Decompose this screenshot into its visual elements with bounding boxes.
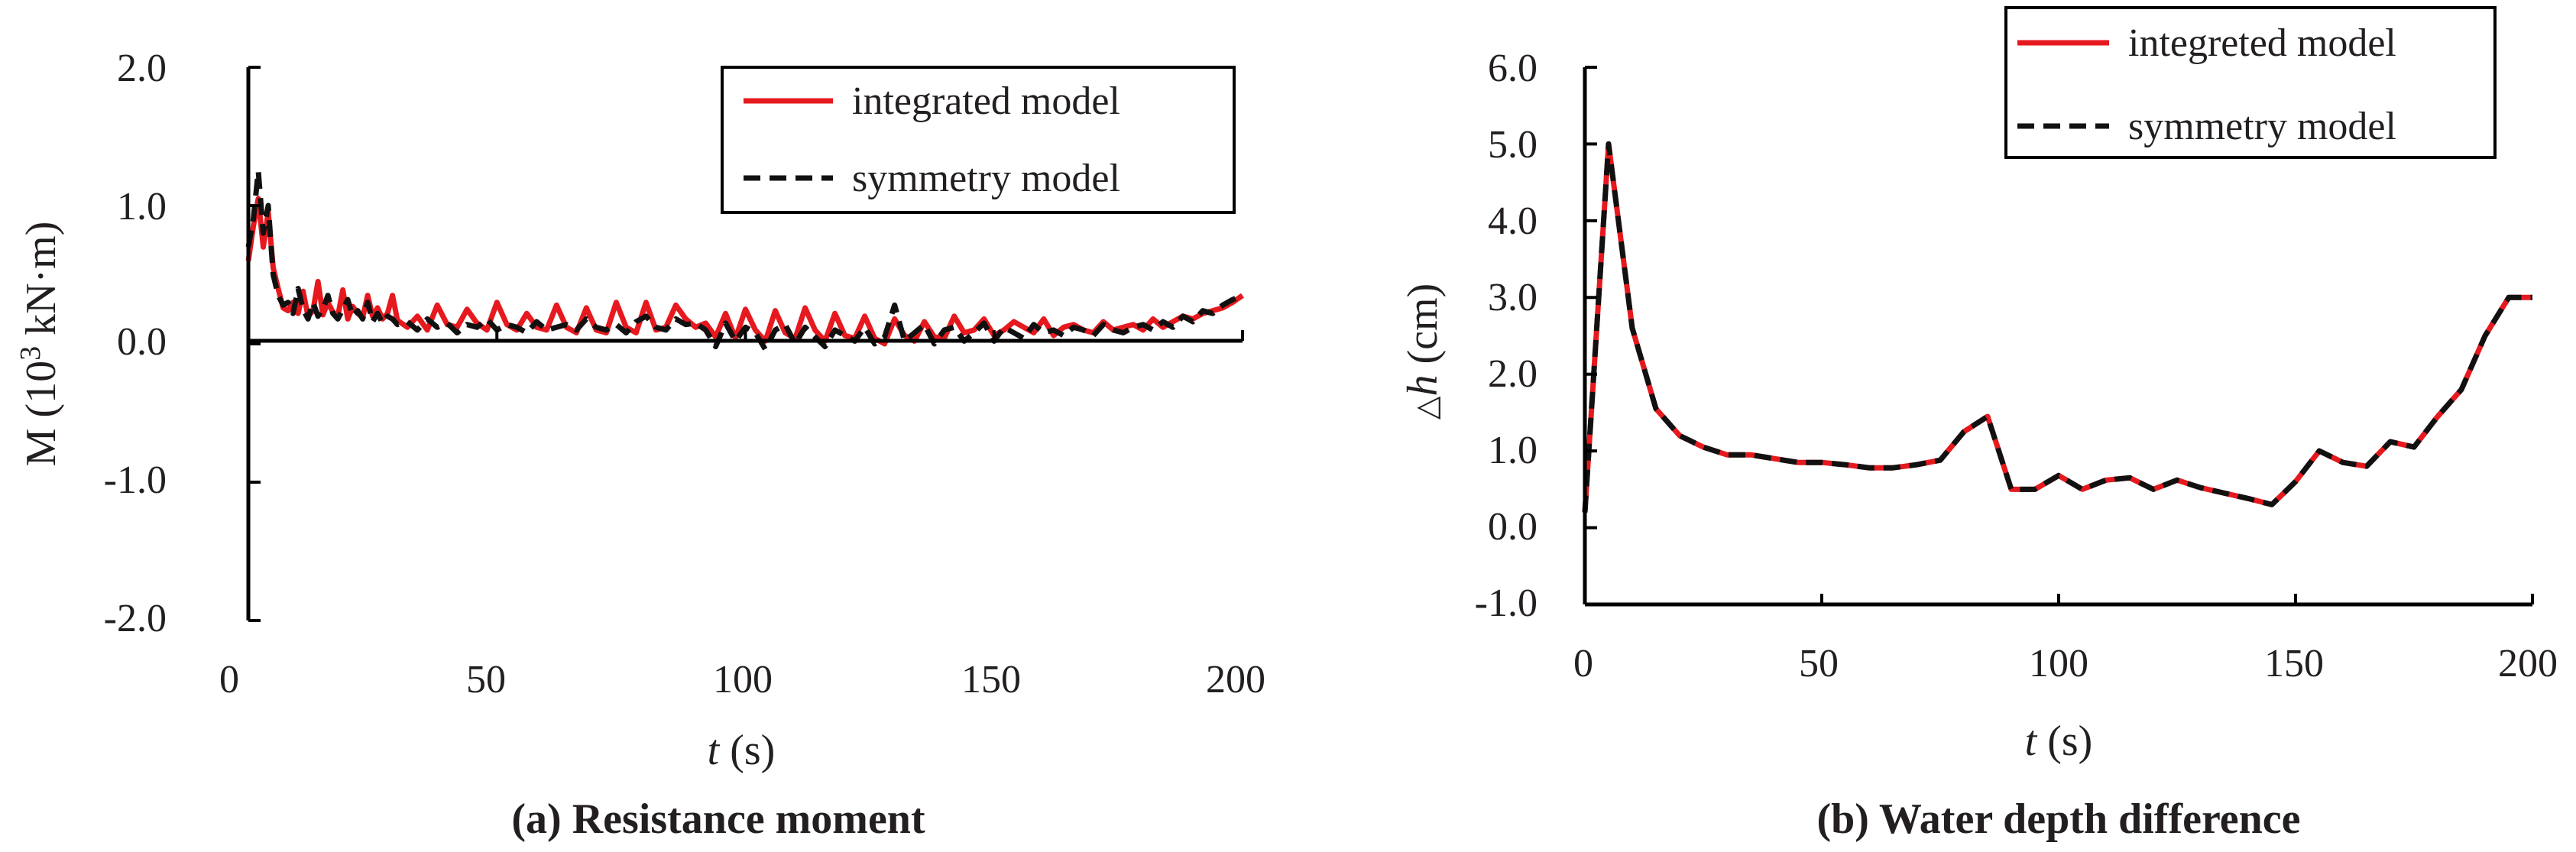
panel-a-legend-box <box>721 66 1236 214</box>
panel-b-xlabel: t (s) <box>2025 718 2093 765</box>
panel-a-ytick-label: 1.0 <box>117 185 167 228</box>
panel-a-xtick-label: 0 <box>219 658 239 701</box>
panel-a-ylabel: M (103 kN·m) <box>15 222 65 467</box>
panel-b-ytick-label: 5.0 <box>1488 123 1537 167</box>
panel-a-ytick-label: 2.0 <box>117 47 167 90</box>
panel-a-legend-label-symmetry: symmetry model <box>852 157 1120 200</box>
panel-b-xtick-label: 150 <box>2264 642 2324 685</box>
panel-b-series-symmetry-line <box>1582 141 2532 513</box>
panel-a-xlabel: t (s) <box>708 727 776 774</box>
panel-b-xtick-label: 50 <box>1799 642 1839 685</box>
panel-a-plot-area <box>245 168 1245 352</box>
panel-a-legend-label-integrated: integrated model <box>852 79 1120 123</box>
panel-b-ytick-label: 0.0 <box>1488 505 1537 549</box>
panel-a-ytick-label: -2.0 <box>104 597 167 640</box>
panel-b-xtick-label: 200 <box>2498 642 2558 685</box>
panel-b-caption: (b) Water depth difference <box>1816 795 2300 843</box>
panel-b-xtick-label: 0 <box>1573 642 1593 685</box>
panel-b-ytick-label: 6.0 <box>1488 47 1537 90</box>
panel-b-ytick-label: 2.0 <box>1488 352 1537 396</box>
panel-a-caption: (a) Resistance moment <box>511 795 925 843</box>
panel-a-xtick-label: 50 <box>466 658 506 701</box>
panel-b-ytick-label: -1.0 <box>1475 581 1537 625</box>
panel-b-legend-label-integrated: integreted model <box>2128 21 2396 65</box>
panel-b-legend-box <box>2004 6 2497 159</box>
panel-b: 6.0 5.0 4.0 3.0 2.0 1.0 0.0 -1.0 0 50 10… <box>1399 6 2558 843</box>
panel-b-ytick-label: 4.0 <box>1488 199 1537 243</box>
panel-a: 2.0 1.0 0.0 -1.0 -2.0 0 50 100 150 200 M… <box>15 47 1265 843</box>
panel-b-xtick-label: 100 <box>2029 642 2088 685</box>
panel-a-ticks <box>247 66 1244 622</box>
panel-a-xtick-label: 100 <box>713 658 773 701</box>
panel-a-series-symmetry-line <box>245 168 1244 352</box>
panel-a-ytick-label: 0.0 <box>117 320 167 364</box>
panel-b-series-integrated-line <box>1582 141 2532 513</box>
panel-a-legend: integrated model symmetry model <box>721 66 1236 214</box>
panel-b-legend: integreted model symmetry model <box>2004 6 2497 159</box>
panel-b-ytick-label: 3.0 <box>1488 276 1537 319</box>
panel-b-plot-area <box>1582 141 2532 513</box>
panel-b-legend-label-symmetry: symmetry model <box>2128 105 2396 148</box>
panel-a-ytick-label: -1.0 <box>104 458 167 502</box>
panel-a-xtick-label: 150 <box>961 658 1021 701</box>
panel-b-ytick-label: 1.0 <box>1488 429 1537 472</box>
panel-b-ylabel: △h (cm) <box>1399 283 1447 420</box>
panel-a-xtick-label: 200 <box>1206 658 1265 701</box>
panel-b-ticks <box>1583 66 2534 606</box>
